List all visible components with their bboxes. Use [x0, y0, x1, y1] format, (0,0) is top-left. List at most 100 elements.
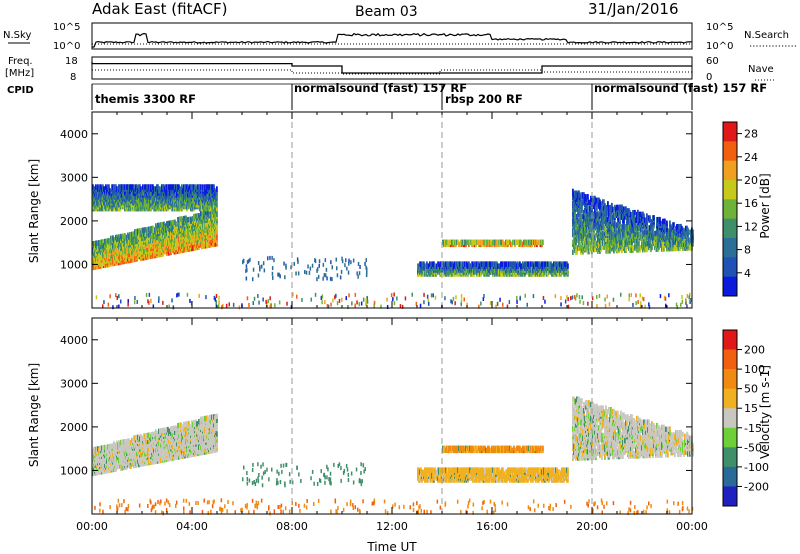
data-cell: [460, 302, 462, 307]
data-cell: [607, 238, 609, 244]
data-cell: [209, 203, 211, 210]
cpid-row: CPID themis 3300 RF normalsound (fast) 1…: [7, 81, 767, 110]
data-cell: [580, 200, 582, 206]
data-cell: [164, 203, 166, 210]
data-cell: [639, 217, 641, 224]
data-cell: [351, 301, 353, 306]
data-cell: [605, 248, 607, 254]
data-cell: [449, 265, 451, 271]
data-cell: [671, 239, 673, 246]
data-cell: [148, 246, 150, 252]
data-cell: [578, 208, 580, 214]
data-cell: [432, 269, 434, 275]
data-cell: [667, 246, 669, 252]
data-cell: [202, 210, 204, 216]
data-cell: [326, 276, 328, 281]
data-cell: [512, 269, 514, 275]
data-cell: [579, 210, 581, 216]
data-cell: [594, 195, 596, 202]
data-cell: [104, 186, 106, 192]
data-cell: [177, 232, 179, 239]
data-cell: [122, 257, 124, 263]
data-cell: [128, 248, 130, 254]
data-cell: [593, 221, 595, 227]
data-cell: [130, 237, 132, 244]
data-cell: [92, 201, 94, 208]
data-cell: [572, 239, 574, 246]
data-cell: [179, 188, 181, 194]
data-cell: [137, 194, 139, 200]
data-cell: [207, 184, 209, 190]
data-cell: [104, 238, 106, 245]
data-cell: [134, 244, 136, 251]
data-cell: [109, 188, 111, 194]
data-cell: [195, 217, 197, 223]
data-cell: [508, 239, 510, 246]
data-cell: [599, 224, 601, 231]
data-cell: [200, 200, 202, 206]
data-cell: [159, 247, 161, 254]
data-cell: [323, 273, 326, 278]
data-cell: [465, 271, 467, 277]
data-cell: [143, 249, 145, 255]
data-cell: [155, 223, 157, 229]
data-cell: [153, 186, 155, 192]
data-cell: [664, 222, 666, 229]
data-cell: [117, 186, 119, 192]
data-cell: [158, 186, 160, 192]
data-cell: [216, 190, 218, 196]
data-cell: [125, 254, 127, 260]
data-cell: [493, 261, 495, 267]
data-cell: [594, 201, 596, 208]
data-cell: [348, 293, 350, 298]
data-cell: [177, 184, 179, 190]
data-cell: [111, 253, 113, 259]
data-cell: [164, 231, 166, 237]
data-cell: [97, 198, 99, 204]
data-cell: [604, 214, 606, 221]
data-cell: [153, 253, 155, 259]
data-cell: [486, 239, 488, 246]
data-cell: [501, 267, 503, 273]
data-cell: [296, 294, 298, 299]
data-cell: [152, 184, 154, 190]
data-cell: [204, 215, 206, 222]
data-cell: [149, 243, 151, 250]
data-cell: [643, 244, 645, 251]
data-cell: [516, 263, 518, 269]
data-cell: [431, 269, 433, 275]
data-cell: [494, 261, 496, 267]
data-cell: [646, 235, 648, 241]
data-cell: [207, 228, 209, 235]
data-cell: [579, 299, 581, 304]
data-cell: [181, 205, 183, 212]
freq-frame: [91, 56, 693, 80]
data-cell: [479, 239, 481, 246]
data-cell: [524, 293, 526, 298]
data-cell: [662, 222, 664, 229]
data-cell: [542, 239, 544, 246]
data-cell: [455, 295, 457, 300]
data-cell: [316, 277, 318, 282]
data-cell: [322, 262, 325, 267]
data-cell: [169, 236, 171, 242]
data-cell: [279, 274, 281, 279]
data-cell: [200, 194, 202, 200]
data-cell: [573, 212, 575, 218]
data-cell: [160, 190, 162, 196]
data-cell: [635, 293, 637, 298]
data-cell: [197, 230, 199, 237]
data-cell: [136, 200, 138, 206]
data-cell: [511, 241, 513, 248]
data-cell: [585, 205, 587, 212]
data-cell: [143, 190, 145, 196]
data-cell: [609, 234, 611, 240]
data-cell: [638, 231, 640, 237]
data-cell: [140, 253, 142, 259]
data-cell: [139, 184, 141, 190]
data-cell: [179, 228, 181, 234]
data-cell: [128, 184, 130, 190]
data-cell: [584, 194, 586, 200]
data-cell: [632, 221, 634, 228]
data-cell: [650, 228, 652, 235]
